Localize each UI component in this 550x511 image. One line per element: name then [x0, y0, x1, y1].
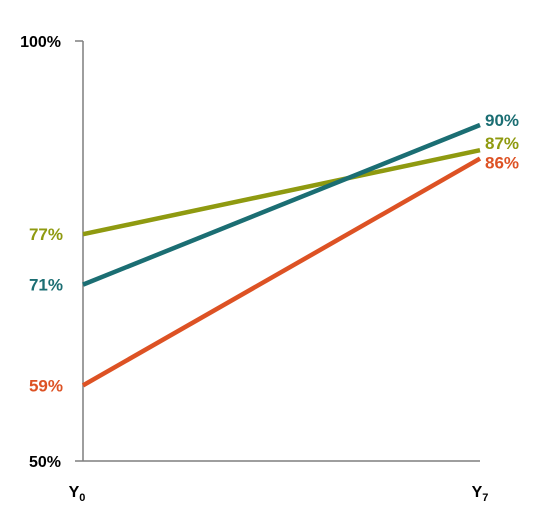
x-tick-label-y0-subscript: 0: [79, 492, 85, 504]
y-tick-labels: 100% 50%: [20, 34, 61, 471]
series-lines: [81, 122, 482, 388]
series-line-1: [82, 122, 481, 287]
x-tick-labels: Y0 Y7: [69, 484, 489, 504]
series-line-2: [81, 156, 482, 388]
y-tick-label-100: 100%: [20, 34, 61, 51]
data-label-start-1: 71%: [29, 276, 63, 295]
series-line-0: [82, 147, 481, 237]
x-tick-label-y0: Y0: [69, 484, 86, 504]
data-label-end-1: 90%: [485, 111, 519, 130]
axes: [75, 40, 480, 462]
x-tick-label-y0-base: Y: [69, 484, 80, 501]
x-tick-label-y7: Y7: [472, 484, 489, 504]
data-label-start-0: 77%: [29, 225, 63, 244]
x-tick-label-y7-subscript: 7: [482, 492, 488, 504]
data-label-end-2: 86%: [485, 154, 519, 173]
y-tick-label-50: 50%: [29, 454, 61, 471]
data-labels: 77% 87% 71% 90% 59% 86%: [29, 111, 519, 395]
x-tick-label-y7-base: Y: [472, 484, 483, 501]
data-label-end-0: 87%: [485, 134, 519, 153]
data-label-start-2: 59%: [29, 376, 63, 395]
